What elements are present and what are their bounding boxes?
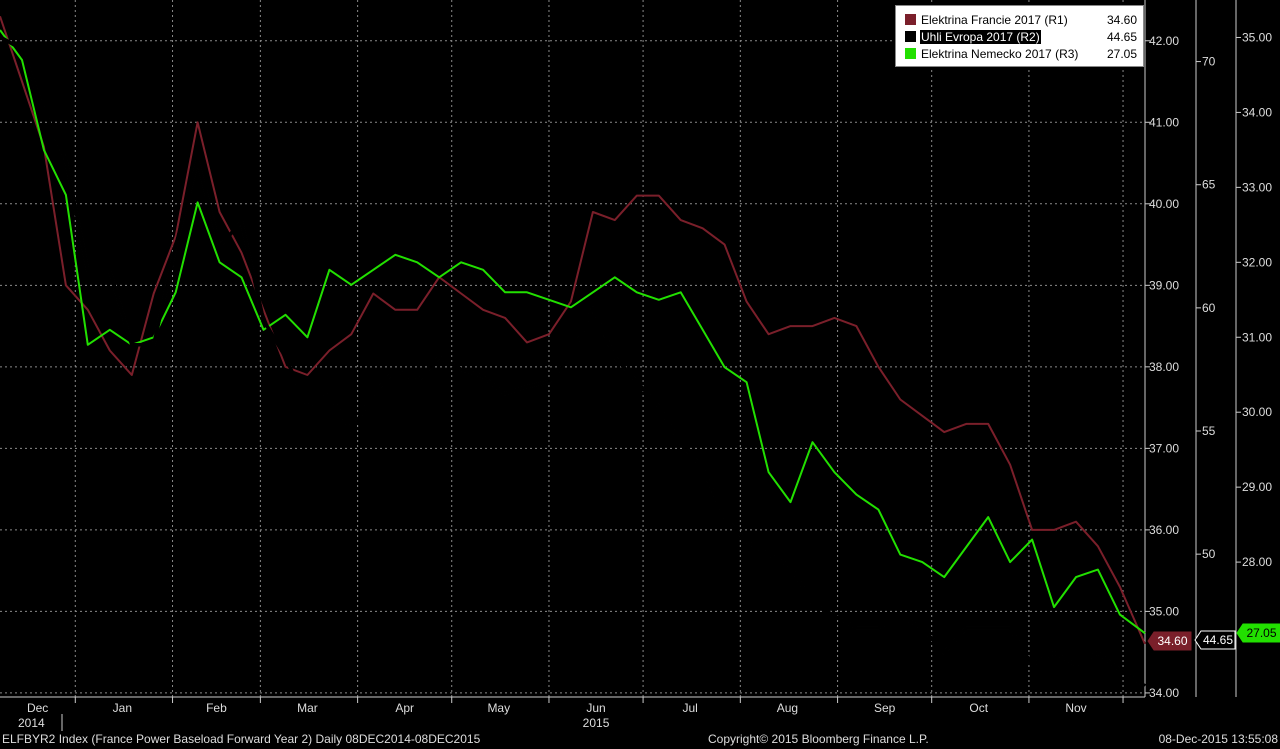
footer-copyright: Copyright© 2015 Bloomberg Finance L.P. (708, 732, 929, 746)
r1-tick-label: 37.00 (1149, 441, 1179, 455)
legend-row-uhli: Uhli Evropa 2017 (R2) 44.65 (896, 28, 1143, 45)
month-label: Sep (874, 701, 896, 715)
legend-row-francie: Elektrina Francie 2017 (R1) 34.60 (896, 11, 1143, 28)
r3-tick-label: 35.00 (1242, 30, 1272, 44)
r3-tick-label: 34.00 (1242, 105, 1272, 119)
month-label: Jul (682, 701, 697, 715)
tag-r1-text: 34.60 (1157, 634, 1187, 648)
r2-tick-label: 50 (1202, 547, 1216, 561)
axis-r3: 28.00 29.00 30.00 31.00 32.00 33.00 34.00 35.00 (1235, 0, 1272, 697)
r1-tick-label: 42.00 (1149, 34, 1179, 48)
tag-r3: 27.05 (1236, 623, 1280, 643)
series-line-uhli-core (0, 35, 1146, 688)
legend-name-nemecko: Elektrina Nemecko 2017 (R3) (921, 46, 1079, 61)
r2-tick-label: 70 (1202, 55, 1216, 69)
footer-index-info: ELFBYR2 Index (France Power Baseload For… (2, 732, 481, 746)
axis-r2: 50 55 60 65 70 (1195, 0, 1216, 697)
r1-tick-label: 41.00 (1149, 115, 1179, 129)
month-label: Nov (1065, 701, 1086, 715)
month-label: Feb (206, 701, 227, 715)
r1-tick-label: 35.00 (1149, 604, 1179, 618)
r1-tick-label: 39.00 (1149, 278, 1179, 292)
r2-tick-label: 55 (1202, 424, 1216, 438)
grid-lines (0, 0, 1145, 697)
r3-tick-label: 30.00 (1242, 405, 1272, 419)
r1-tick-label: 38.00 (1149, 360, 1179, 374)
legend-swatch-uhli (905, 31, 916, 42)
month-label: Aug (777, 701, 798, 715)
tag-r1-box (1147, 631, 1192, 651)
legend-name-uhli: Uhli Evropa 2017 (R2) (920, 29, 1041, 44)
legend-name-francie: Elektrina Francie 2017 (R1) (921, 12, 1068, 27)
month-label: Jun (586, 701, 605, 715)
r3-tick-label: 29.00 (1242, 480, 1272, 494)
month-label: Mar (297, 701, 318, 715)
r2-tick-label: 65 (1202, 178, 1216, 192)
legend-swatch-nemecko (905, 48, 916, 59)
r3-tick-label: 31.00 (1242, 330, 1272, 344)
series-line-francie (0, 15, 1146, 645)
month-label: Dec (27, 701, 48, 715)
series-line-nemecko (0, 29, 1146, 635)
legend-value-uhli: 44.65 (1106, 29, 1137, 44)
r3-tick-label: 33.00 (1242, 180, 1272, 194)
month-label: Oct (969, 701, 988, 715)
r2-tick-label: 60 (1202, 301, 1216, 315)
tag-r2: 44.65 (1194, 630, 1236, 650)
footer-timestamp: 08-Dec-2015 13:55:08 (1158, 732, 1278, 746)
x-axis: Dec Jan Feb Mar Apr May Jun Jul Aug Sep Oct Nov 2014… (0, 696, 1145, 731)
year-label: 2014 (18, 716, 45, 730)
tag-r2-box (1194, 630, 1236, 650)
last-value-tags: 34.60 44.65 27.05 (1147, 623, 1280, 651)
tag-r2-text: 44.65 (1203, 633, 1233, 647)
series-layer (0, 15, 1146, 688)
legend-row-nemecko: Elektrina Nemecko 2017 (R3) 27.05 (896, 45, 1143, 62)
month-label: Jan (113, 701, 132, 715)
r3-tick-label: 32.00 (1242, 255, 1272, 269)
tag-r3-box (1236, 623, 1280, 643)
month-label: May (487, 701, 510, 715)
month-label: Apr (395, 701, 414, 715)
tag-r1: 34.60 (1147, 631, 1192, 651)
tag-r3-text: 27.05 (1246, 626, 1276, 640)
r3-tick-label: 28.00 (1242, 555, 1272, 569)
legend-swatch-francie (905, 14, 916, 25)
legend-value-francie: 34.60 (1106, 12, 1137, 27)
r1-tick-label: 36.00 (1149, 523, 1179, 537)
legend: Elektrina Francie 2017 (R1) 34.60 Uhli E… (895, 5, 1144, 67)
legend-value-nemecko: 27.05 (1106, 46, 1137, 61)
r1-tick-label: 40.00 (1149, 197, 1179, 211)
r1-tick-label: 34.00 (1149, 686, 1179, 700)
year-label: 2015 (583, 716, 610, 730)
axis-r1: 34.00 35.00 36.00 37.00 38.00 39.00 40.00 41.00… (1144, 0, 1179, 700)
